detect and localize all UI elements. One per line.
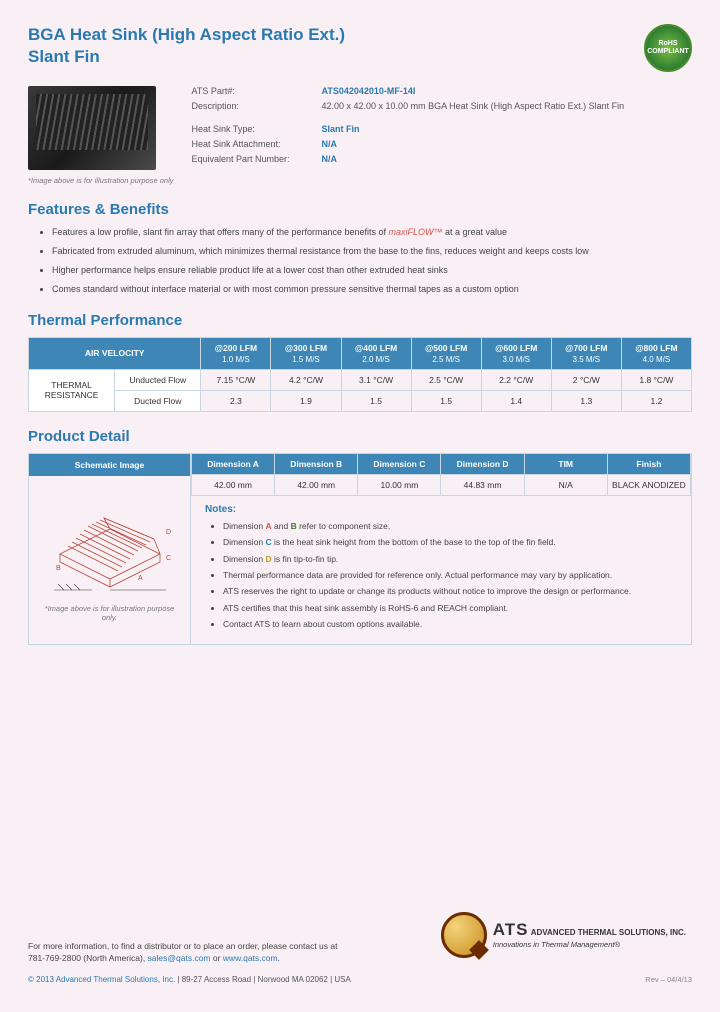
note-item: Dimension C is the heat sink height from… <box>223 537 681 548</box>
note-item: Dimension A and B refer to component siz… <box>223 521 681 532</box>
dim-head: Dimension C <box>358 454 441 475</box>
thermal-col-head: @700 LFM3.5 M/S <box>551 337 621 369</box>
desc-label: Description: <box>192 101 322 111</box>
thermal-value: 2.3 <box>201 390 271 411</box>
product-image <box>28 86 156 170</box>
page-title-1: BGA Heat Sink (High Aspect Ratio Ext.) <box>28 24 345 46</box>
dim-value: BLACK ANODIZED <box>607 474 690 495</box>
air-velocity-head: AIR VELOCITY <box>29 337 201 369</box>
schematic-image: B A D C <box>40 484 180 594</box>
copyright: © 2013 Advanced Thermal Solutions, Inc. … <box>28 975 692 984</box>
thermal-col-head: @800 LFM4.0 M/S <box>621 337 691 369</box>
dim-value: 10.00 mm <box>358 474 441 495</box>
part-value: ATS042042010-MF-14I <box>322 86 416 96</box>
thermal-value: 2 °C/W <box>551 369 621 390</box>
thermal-value: 1.3 <box>551 390 621 411</box>
equiv-label: Equivalent Part Number: <box>192 154 322 164</box>
thermal-col-head: @200 LFM1.0 M/S <box>201 337 271 369</box>
note-item: Thermal performance data are provided fo… <box>223 570 681 581</box>
note-item: ATS certifies that this heat sink assemb… <box>223 603 681 614</box>
thermal-value: 7.15 °C/W <box>201 369 271 390</box>
thermal-heading: Thermal Performance <box>28 312 692 329</box>
desc-value: 42.00 x 42.00 x 10.00 mm BGA Heat Sink (… <box>322 101 625 111</box>
ats-logo: ATS ADVANCED THERMAL SOLUTIONS, INC. Inn… <box>441 912 686 958</box>
feature-item: Comes standard without interface materia… <box>52 283 692 295</box>
thermal-resistance-head: THERMAL RESISTANCE <box>29 369 115 411</box>
notes-heading: Notes: <box>205 504 681 515</box>
rohs-badge: RoHS COMPLIANT <box>644 24 692 72</box>
features-heading: Features & Benefits <box>28 201 692 218</box>
dim-value: 42.00 mm <box>192 474 275 495</box>
svg-text:C: C <box>166 555 171 562</box>
note-item: ATS reserves the right to update or chan… <box>223 586 681 597</box>
notes-list: Dimension A and B refer to component siz… <box>223 521 681 631</box>
page-title-2: Slant Fin <box>28 46 345 68</box>
thermal-value: 4.2 °C/W <box>271 369 341 390</box>
type-label: Heat Sink Type: <box>192 124 322 134</box>
thermal-value: 1.5 <box>411 390 481 411</box>
thermal-value: 1.5 <box>341 390 411 411</box>
features-list: Features a low profile, slant fin array … <box>52 226 692 296</box>
dim-value: 44.83 mm <box>441 474 524 495</box>
thermal-value: 1.8 °C/W <box>621 369 691 390</box>
thermal-col-head: @500 LFM2.5 M/S <box>411 337 481 369</box>
detail-heading: Product Detail <box>28 428 692 445</box>
note-item: Dimension D is fin tip-to-fin tip. <box>223 554 681 565</box>
type-value: Slant Fin <box>322 124 360 134</box>
svg-text:A: A <box>138 575 143 582</box>
flow-type: Ducted Flow <box>115 390 201 411</box>
dim-head: Dimension A <box>192 454 275 475</box>
thermal-value: 2.5 °C/W <box>411 369 481 390</box>
detail-container: Schematic Image B A D C <box>28 453 692 645</box>
dim-head: Dimension B <box>275 454 358 475</box>
attach-value: N/A <box>322 139 338 149</box>
svg-text:B: B <box>56 565 61 572</box>
dim-value: N/A <box>524 474 607 495</box>
dimension-table: Dimension ADimension BDimension CDimensi… <box>191 454 691 496</box>
dim-head: TIM <box>524 454 607 475</box>
schematic-note: *Image above is for illustration purpose… <box>37 604 182 622</box>
thermal-col-head: @300 LFM1.5 M/S <box>271 337 341 369</box>
feature-item: Higher performance helps ensure reliable… <box>52 264 692 276</box>
schematic-head: Schematic Image <box>29 454 190 476</box>
dim-head: Finish <box>607 454 690 475</box>
thermal-value: 2.2 °C/W <box>481 369 551 390</box>
feature-item: Fabricated from extruded aluminum, which… <box>52 245 692 257</box>
dim-value: 42.00 mm <box>275 474 358 495</box>
thermal-col-head: @400 LFM2.0 M/S <box>341 337 411 369</box>
footer-url-link[interactable]: www.qats.com <box>223 953 278 963</box>
thermal-col-head: @600 LFM3.0 M/S <box>481 337 551 369</box>
note-item: Contact ATS to learn about custom option… <box>223 619 681 630</box>
revision: Rev – 04/4/13 <box>645 975 692 984</box>
thermal-value: 1.9 <box>271 390 341 411</box>
footer-contact: For more information, to find a distribu… <box>28 940 458 966</box>
image-caption: *Image above is for illustration purpose… <box>28 176 174 185</box>
attach-label: Heat Sink Attachment: <box>192 139 322 149</box>
thermal-table: AIR VELOCITY@200 LFM1.0 M/S@300 LFM1.5 M… <box>28 337 692 412</box>
flow-type: Unducted Flow <box>115 369 201 390</box>
thermal-value: 1.2 <box>621 390 691 411</box>
thermal-value: 3.1 °C/W <box>341 369 411 390</box>
thermal-value: 1.4 <box>481 390 551 411</box>
footer-email-link[interactable]: sales@qats.com <box>148 953 211 963</box>
feature-item: Features a low profile, slant fin array … <box>52 226 692 238</box>
part-label: ATS Part#: <box>192 86 322 96</box>
dim-head: Dimension D <box>441 454 524 475</box>
svg-text:D: D <box>166 529 171 536</box>
equiv-value: N/A <box>322 154 338 164</box>
